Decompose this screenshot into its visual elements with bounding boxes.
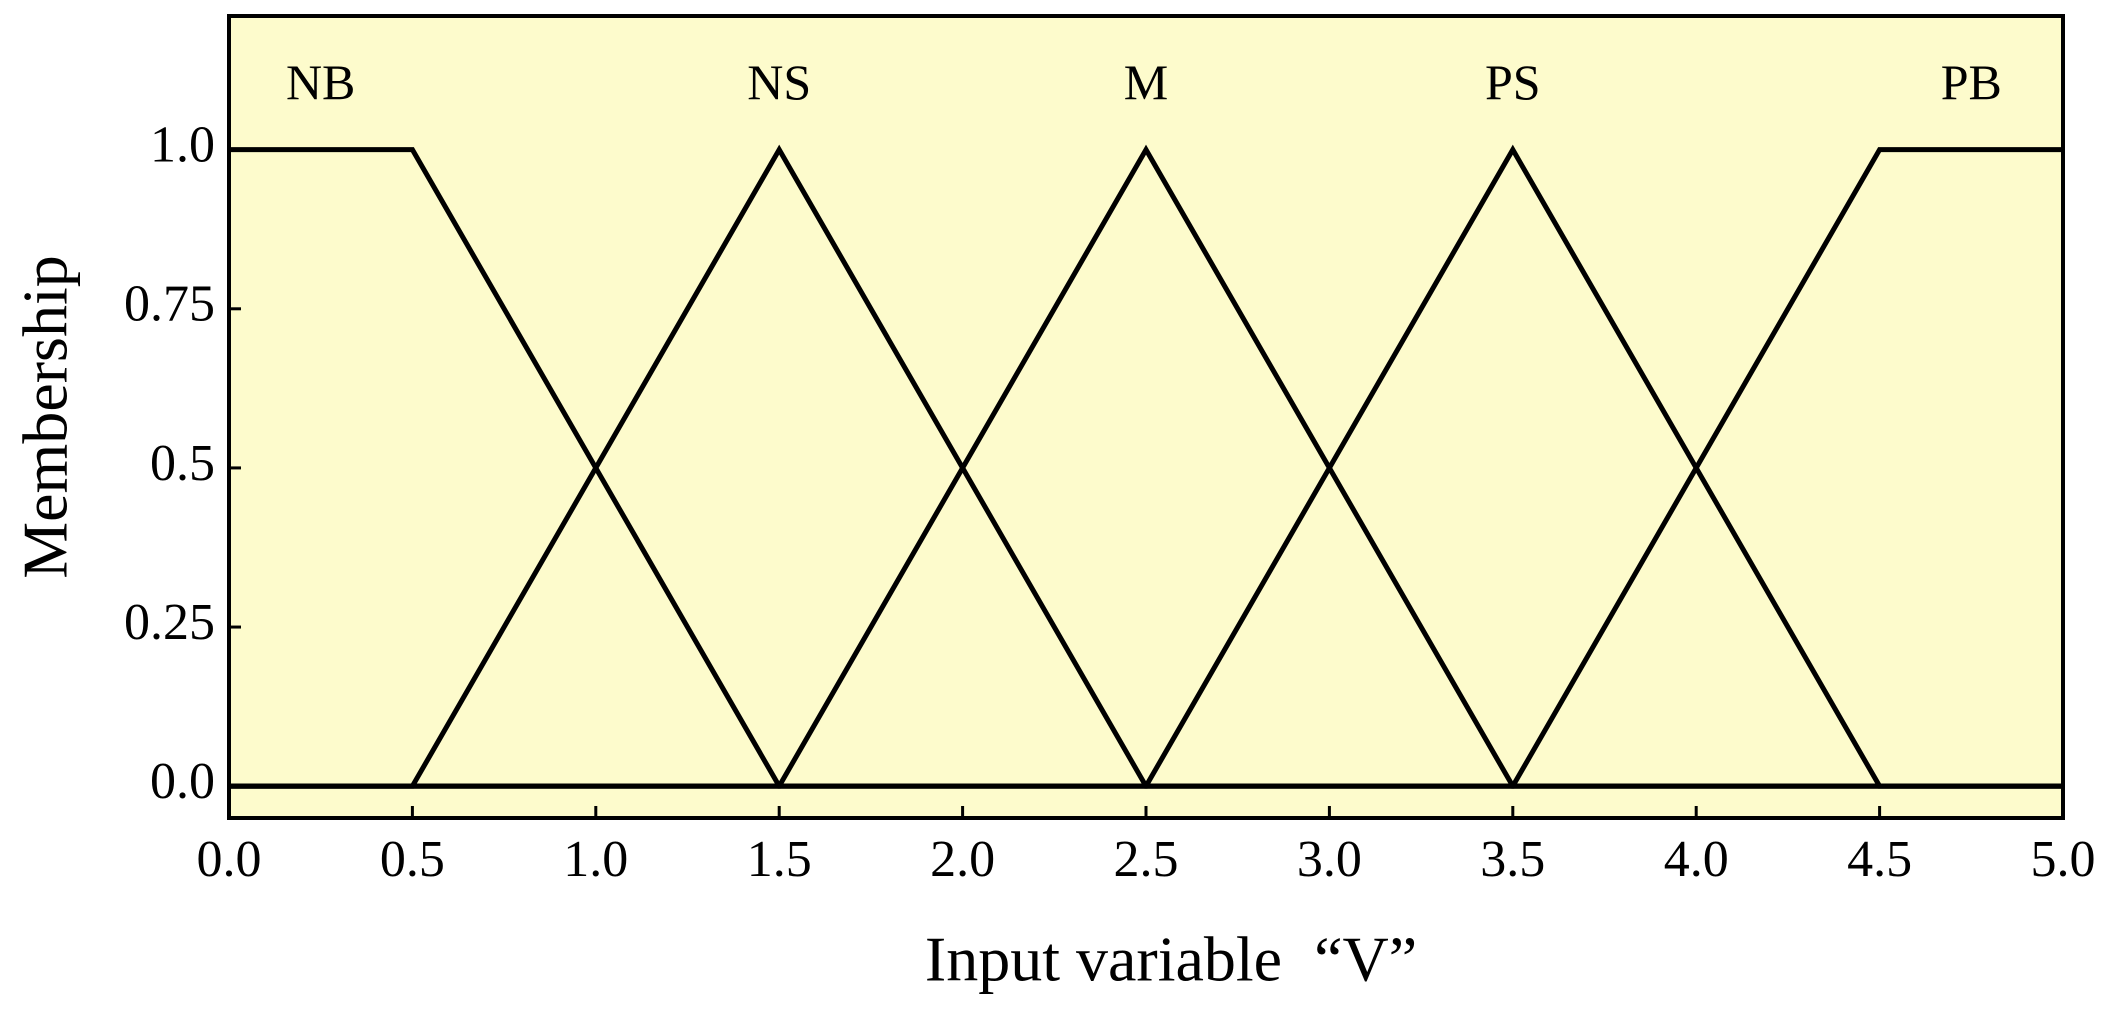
x-tick-label: 2.5 [1114,831,1179,888]
series-label: PS [1485,54,1541,110]
x-tick-label: 0.5 [380,831,445,888]
series-label: M [1124,54,1168,110]
x-tick-label: 1.5 [747,831,812,888]
x-tick-label: 0.0 [197,831,262,888]
series-line [229,147,2063,789]
y-tick-label: 0.0 [150,753,215,810]
x-tick-label: 5.0 [2031,831,2096,888]
x-tick-label: 4.5 [1847,831,1912,888]
x-axis-label: Input variable “V” [925,924,1417,995]
y-tick-label: 1.0 [150,117,215,174]
series-label: NB [286,54,355,110]
y-tick-label: 0.5 [150,435,215,492]
y-tick-label: 0.75 [124,276,215,333]
series-label: NS [747,54,811,110]
y-tick-label: 0.25 [124,594,215,651]
x-tick-label: 3.5 [1480,831,1545,888]
x-tick-label: 4.0 [1664,831,1729,888]
series-label: PB [1941,54,2002,110]
x-tick-label: 2.0 [930,831,995,888]
x-tick-label: 3.0 [1297,831,1362,888]
x-tick-label: 1.0 [563,831,628,888]
plot-background [227,14,2065,820]
y-axis-label: Membership [10,255,81,579]
